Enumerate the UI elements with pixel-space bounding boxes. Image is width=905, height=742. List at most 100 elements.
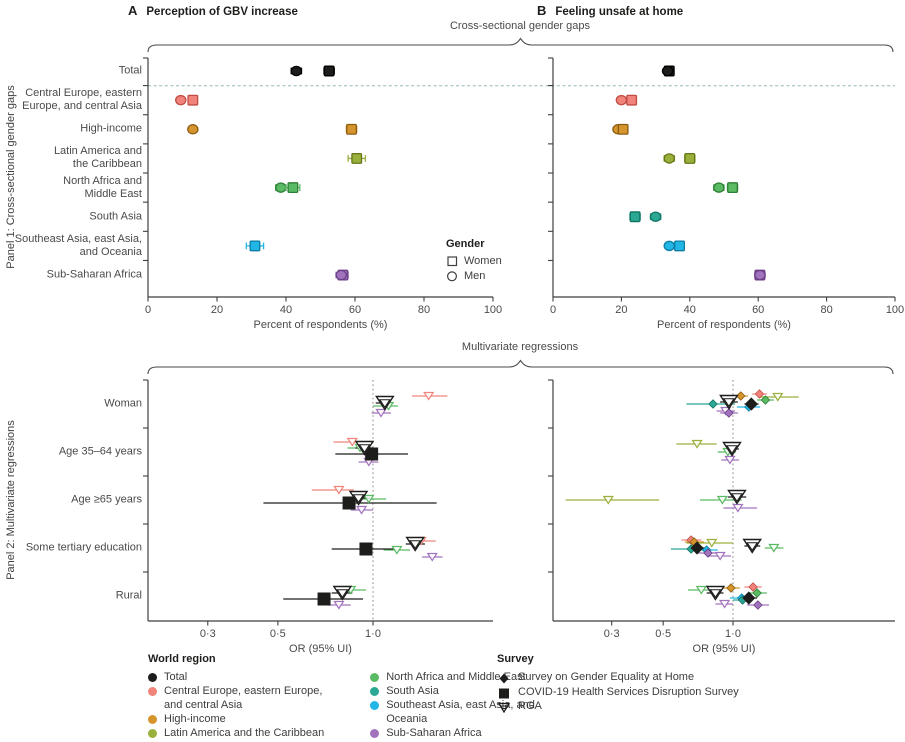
legend-survey-covid: COVID-19 Health Services Disruption Surv…: [497, 686, 739, 700]
marker-rga-ssa: [333, 600, 345, 610]
point-hi-women: [345, 123, 358, 135]
top-right-x-tick-label: 20: [615, 304, 627, 316]
marker-rga-total: [375, 395, 395, 411]
marker-geh-ce: [748, 582, 758, 592]
legend-survey-label: COVID-19 Health Services Disruption Surv…: [518, 685, 739, 698]
square-icon: [499, 688, 509, 698]
marker-geh-hi: [726, 583, 736, 593]
marker-geh-total: [744, 397, 758, 411]
category-label: Rural: [115, 589, 142, 602]
bottom-left-x-tick-label: 1·0: [365, 628, 381, 640]
region-dot-icon: [370, 673, 380, 682]
marker-rga-latam: [772, 392, 784, 402]
category-label: South Asia: [89, 210, 142, 223]
category-label: High-income: [80, 122, 142, 135]
top-left-x-tick-label: 100: [484, 304, 502, 316]
marker-rga-latam: [602, 495, 614, 505]
category-label: Some tertiary education: [25, 541, 142, 554]
category-label: Woman: [104, 397, 142, 410]
marker-covid-total: [359, 542, 373, 556]
bottom-left-x-tick-label: 0·3: [200, 628, 216, 640]
category-label: Total: [118, 64, 142, 77]
region-dot-icon: [148, 728, 157, 738]
point-seasia-men: [663, 240, 676, 252]
region-dot-icon: [148, 687, 157, 696]
top-right-x-tick-label: 100: [886, 304, 904, 316]
category-label: Latin America and the Caribbean: [53, 145, 142, 171]
point-sasia-women: [629, 211, 641, 223]
gender-legend-label-men: Men: [464, 269, 486, 282]
marker-rga-total: [727, 489, 747, 505]
region-dot-icon: [370, 728, 380, 738]
legend-region-total: Total: [148, 671, 324, 685]
marker-rga-total: [405, 536, 425, 552]
triangle-icon: [497, 702, 511, 714]
marker-geh-total: [690, 541, 704, 555]
top-left-x-axis-label: Percent of respondents (%): [254, 319, 388, 331]
legend-region-hi: High-income: [148, 713, 324, 727]
bottom-right-x-axis-label: OR (95% UI): [693, 643, 756, 655]
marker-geh-total: [742, 591, 756, 605]
region-dot-icon: [148, 714, 157, 724]
category-label: Age ≥65 years: [71, 493, 142, 506]
marker-rga-ce: [346, 437, 358, 447]
region-dot-icon: [148, 673, 157, 682]
point-total-men: [661, 65, 674, 77]
marker-geh-ssa: [753, 600, 763, 610]
top-left-x-tick-label: 40: [280, 304, 292, 316]
marker-rga-ssa: [426, 552, 438, 562]
marker-rga-total: [742, 538, 763, 554]
point-total-women: [323, 65, 335, 77]
marker-rga-ssa: [732, 503, 744, 513]
marker-rga-total: [722, 441, 742, 457]
point-hi-men: [187, 124, 199, 135]
point-latam-men: [663, 153, 676, 164]
marker-rga-ssa: [714, 551, 726, 561]
marker-geh-name: [760, 395, 771, 405]
legend-region-label: Southeast Asia, east Asia, and Oceania: [386, 699, 535, 725]
legend-region-label: Sub-Saharan Africa: [386, 726, 482, 739]
point-seasia-women: [674, 240, 685, 252]
legend-region-label: Latin America and the Caribbean: [164, 726, 325, 739]
top-brace: [147, 37, 894, 53]
marker-rga-ssa: [718, 599, 731, 609]
survey-legend: Survey Survey on Gender Equality at Home…: [497, 653, 739, 715]
point-ce-women: [187, 94, 199, 106]
panel-b-title-text: Feeling unsafe at home: [555, 6, 684, 18]
world-region-legend: World region Total Central Europe, easter…: [148, 653, 535, 741]
top-right-x-tick-label: 60: [752, 304, 764, 316]
top-right-x-tick-label: 80: [820, 304, 832, 316]
marker-rga-name: [695, 585, 707, 595]
legend-region-ce: Central Europe, eastern Europe, and centr…: [148, 685, 324, 712]
category-label: Sub-Saharan Africa: [46, 268, 142, 281]
bottom-section-label: Multivariate regressions: [461, 341, 579, 353]
diamond-icon: [499, 673, 509, 684]
category-label: Southeast Asia, east Asia, and Oceania: [14, 232, 142, 258]
legend-region-ssa: Sub-Saharan Africa: [370, 727, 535, 741]
marker-rga-total: [705, 585, 726, 601]
world-region-legend-title: World region: [148, 653, 216, 665]
marker-covid-total: [365, 447, 379, 461]
bottom-right-x-tick-label: 0·5: [655, 628, 671, 640]
point-latam-women: [347, 152, 367, 164]
panel2-side-label: Panel 2: Multivariate regressions: [5, 420, 17, 580]
panel-a-title-text: Perception of GBV increase: [146, 6, 298, 18]
point-ce-women: [626, 94, 638, 106]
gender-legend-title: Gender: [446, 238, 485, 250]
marker-rga-ssa: [355, 505, 368, 515]
survey-legend-title: Survey: [497, 653, 534, 665]
legend-survey-label: RGA: [518, 700, 542, 712]
bottom-brace: [147, 359, 894, 375]
marker-rga-name: [716, 495, 728, 505]
panel-a-title: A Perception of GBV increase: [128, 3, 298, 18]
marker-rga-total: [348, 490, 369, 506]
top-right-x-axis-label: Percent of respondents (%): [657, 319, 791, 331]
marker-covid-total: [317, 592, 331, 606]
category-label: Central Europe, eastern Europe, and centr…: [22, 87, 142, 113]
point-ce-men: [615, 94, 628, 106]
top-left-x-tick-label: 20: [211, 304, 223, 316]
legend-region-label: South Asia: [386, 685, 439, 697]
legend-survey-label: Survey on Gender Equality at Home: [518, 671, 695, 683]
top-left-x-tick-label: 0: [145, 304, 151, 316]
